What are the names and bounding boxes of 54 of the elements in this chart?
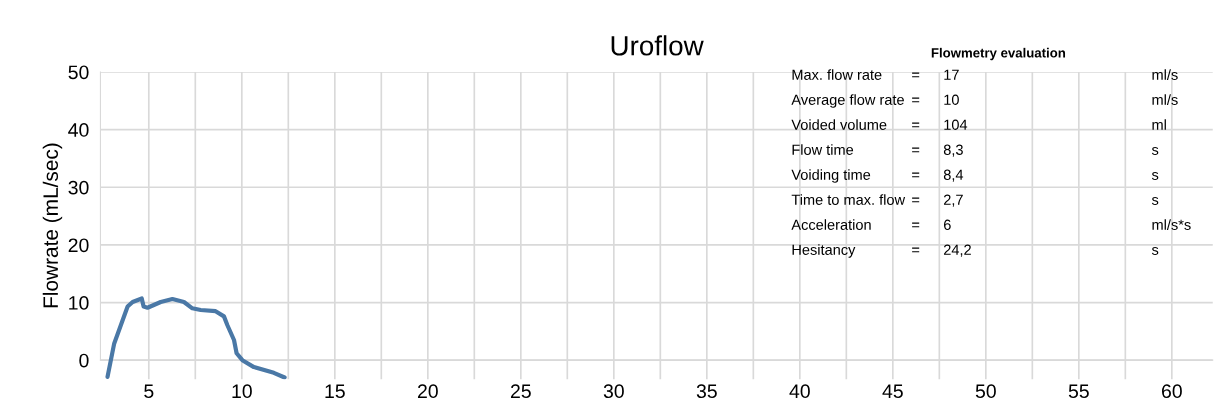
- annotation: Time to max. flow: [791, 194, 906, 205]
- x-tick-label: 60: [1162, 384, 1182, 399]
- annotation: ml/s: [1152, 69, 1178, 80]
- annotation: 24,2: [943, 244, 971, 257]
- annotation: 17: [944, 69, 959, 80]
- annotation: Voided volume: [791, 119, 887, 130]
- x-tick-label: 30: [603, 384, 624, 399]
- line-series: [105, 296, 287, 380]
- x-tick-label: 35: [696, 384, 717, 399]
- annotation: Average flow rate: [791, 94, 904, 108]
- annotation: s: [1151, 171, 1159, 180]
- annotation: 8,3: [943, 144, 963, 157]
- annotation: =: [912, 247, 920, 253]
- y-tick-label: 20: [68, 238, 89, 253]
- annotation: =: [912, 147, 920, 153]
- annotation: 10: [944, 94, 959, 105]
- annotation: 104: [944, 119, 968, 130]
- y-tick-label: 30: [68, 180, 89, 195]
- annotation: =: [912, 72, 920, 78]
- x-tick-label: 25: [510, 384, 531, 399]
- chart-title: Uroflow: [611, 35, 704, 56]
- annotation: Max. flow rate: [792, 69, 882, 80]
- annotation: 8,4: [943, 169, 964, 182]
- x-tick-label: 40: [789, 384, 810, 399]
- annotation: 6: [943, 219, 951, 230]
- x-tick-label: 55: [1068, 384, 1089, 399]
- text: Flowmetry evaluation: [931, 47, 1066, 61]
- y-axis-title: Flowrate (mL/sec): [42, 143, 63, 308]
- annotation: ml: [1152, 119, 1166, 130]
- y-tick-label: 40: [68, 123, 89, 137]
- annotation: =: [912, 122, 920, 128]
- y-tick-label: 0: [79, 353, 89, 368]
- x-tick-label: 50: [975, 384, 996, 399]
- y-tick-label: 10: [69, 296, 89, 310]
- x-tick-label: 45: [882, 384, 903, 399]
- annotation: s: [1151, 246, 1159, 255]
- x-tick-label: 5: [144, 384, 154, 399]
- annotation: =: [912, 97, 920, 103]
- annotation: Acceleration: [791, 219, 871, 230]
- annotation: =: [912, 197, 920, 203]
- annotation: 2,7: [943, 194, 963, 207]
- x-tick-label: 10: [232, 384, 252, 399]
- annotation: Hesitancy: [792, 244, 856, 258]
- annotation: Flow time: [792, 144, 854, 155]
- annotation: s: [1151, 146, 1159, 155]
- annotation: ml/s: [1152, 94, 1178, 105]
- x-tick-label: 15: [325, 384, 345, 399]
- x-tick-label: 20: [417, 384, 438, 399]
- annotation: Voiding time: [791, 169, 871, 183]
- annotation: =: [912, 172, 920, 178]
- annotation: ml/s*s: [1152, 219, 1191, 230]
- annotation: s: [1151, 196, 1159, 205]
- y-tick-label: 50: [68, 65, 89, 80]
- annotation: =: [912, 222, 920, 228]
